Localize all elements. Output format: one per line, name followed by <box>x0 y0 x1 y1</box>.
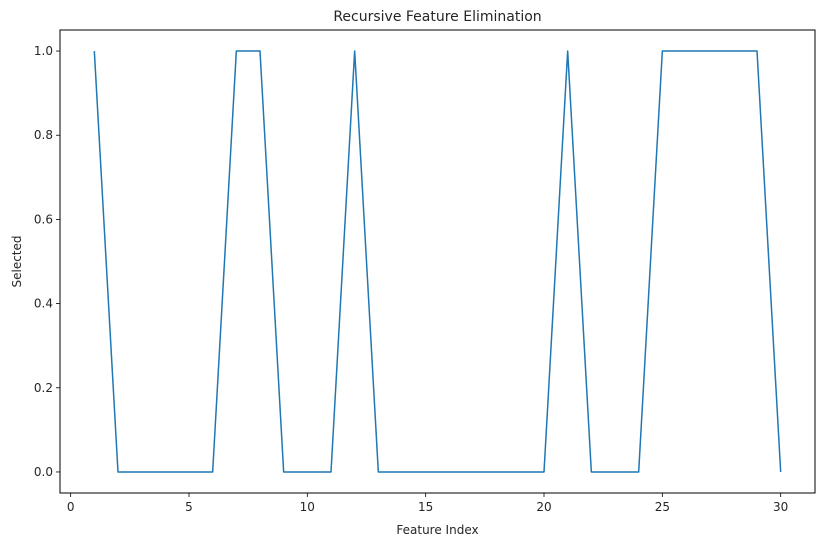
data-point <box>259 50 261 52</box>
x-axis: 0 5 10 15 20 25 30 <box>67 493 788 514</box>
data-point <box>709 50 711 52</box>
data-point <box>354 50 356 52</box>
data-point <box>401 471 403 473</box>
x-tick-label: 20 <box>536 500 551 514</box>
data-point <box>732 50 734 52</box>
plot-area <box>59 29 816 494</box>
x-tick-label: 10 <box>300 500 315 514</box>
series-line <box>93 50 782 473</box>
x-axis-title: Feature Index <box>396 523 478 537</box>
x-tick-label: 15 <box>418 500 433 514</box>
data-point <box>425 471 427 473</box>
x-tick-label: 5 <box>185 500 193 514</box>
data-point <box>638 471 640 473</box>
data-point <box>496 471 498 473</box>
data-point <box>377 471 379 473</box>
data-point <box>472 471 474 473</box>
x-tick-label: 30 <box>773 500 788 514</box>
plot-frame <box>59 29 816 494</box>
y-tick-label: 0.8 <box>34 128 53 142</box>
data-point <box>661 50 663 52</box>
y-tick-label: 0.6 <box>34 212 53 226</box>
data-point <box>756 50 758 52</box>
data-point <box>614 471 616 473</box>
data-point <box>164 471 166 473</box>
y-axis-title: Selected <box>10 235 24 287</box>
series-layer <box>93 50 782 473</box>
x-tick-label: 25 <box>655 500 670 514</box>
data-point <box>141 471 143 473</box>
data-point <box>330 471 332 473</box>
data-point <box>93 50 95 52</box>
data-point <box>235 50 237 52</box>
data-point <box>448 471 450 473</box>
data-point <box>519 471 521 473</box>
data-point <box>188 471 190 473</box>
data-point <box>117 471 119 473</box>
y-tick-label: 0.2 <box>34 381 53 395</box>
data-point <box>543 471 545 473</box>
y-tick-label: 1.0 <box>34 44 53 58</box>
y-tick-label: 0.0 <box>34 465 53 479</box>
data-point <box>590 471 592 473</box>
data-point <box>306 471 308 473</box>
data-point <box>567 50 569 52</box>
data-point <box>283 471 285 473</box>
data-point <box>780 471 782 473</box>
y-tick-label: 0.4 <box>34 297 53 311</box>
data-point <box>685 50 687 52</box>
chart-title: Recursive Feature Elimination <box>333 9 541 25</box>
data-point <box>212 471 214 473</box>
y-axis: 0.0 0.2 0.4 0.6 0.8 1.0 <box>34 44 60 479</box>
x-tick-label: 0 <box>67 500 75 514</box>
